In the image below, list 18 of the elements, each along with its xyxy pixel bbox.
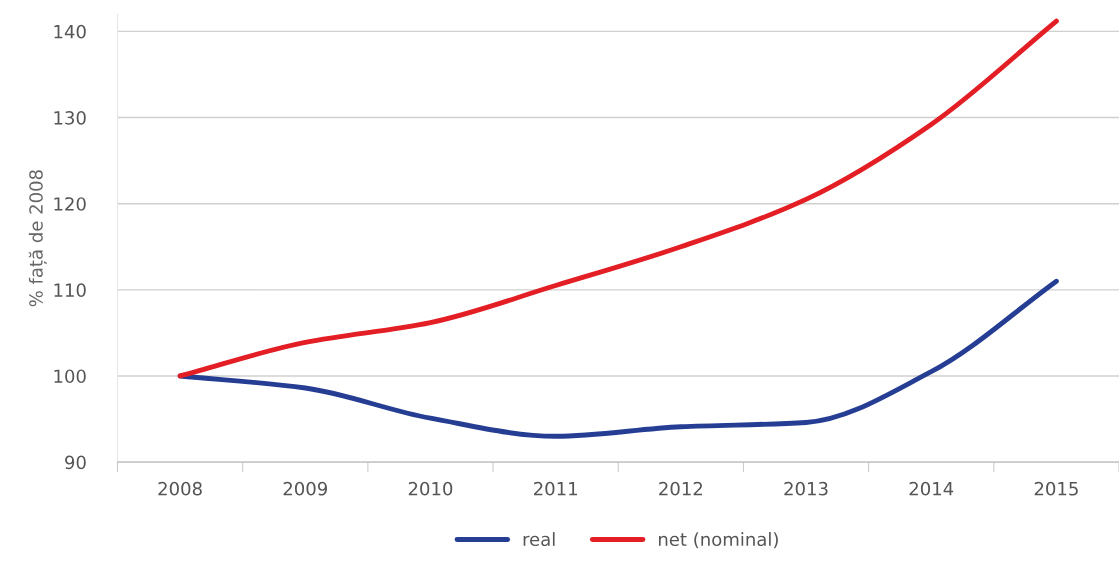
y-tick-label: 140 — [54, 24, 86, 39]
line-series — [177, 18, 1059, 379]
x-tick-label: 2009 — [283, 481, 327, 496]
legend-label: real — [523, 532, 555, 547]
x-tick-label: 2010 — [408, 481, 453, 496]
legend-label: net (nominal) — [659, 532, 778, 549]
x-tick-label: 2015 — [1034, 481, 1078, 496]
x-tick-label: 2011 — [534, 481, 577, 496]
x-tick-label: 2013 — [784, 481, 828, 496]
y-tick-label: 130 — [54, 111, 86, 125]
x-tick-label: 2014 — [909, 481, 954, 496]
y-tick-label: 90 — [65, 455, 86, 470]
y-tick-label: 100 — [54, 369, 86, 384]
y-tick-label: 120 — [54, 197, 86, 211]
x-tick-label: 2012 — [659, 481, 703, 496]
y-axis-title: % față de 2008 — [28, 170, 47, 307]
x-tick-label: 2008 — [158, 481, 202, 496]
y-tick-label: 110 — [54, 283, 86, 297]
